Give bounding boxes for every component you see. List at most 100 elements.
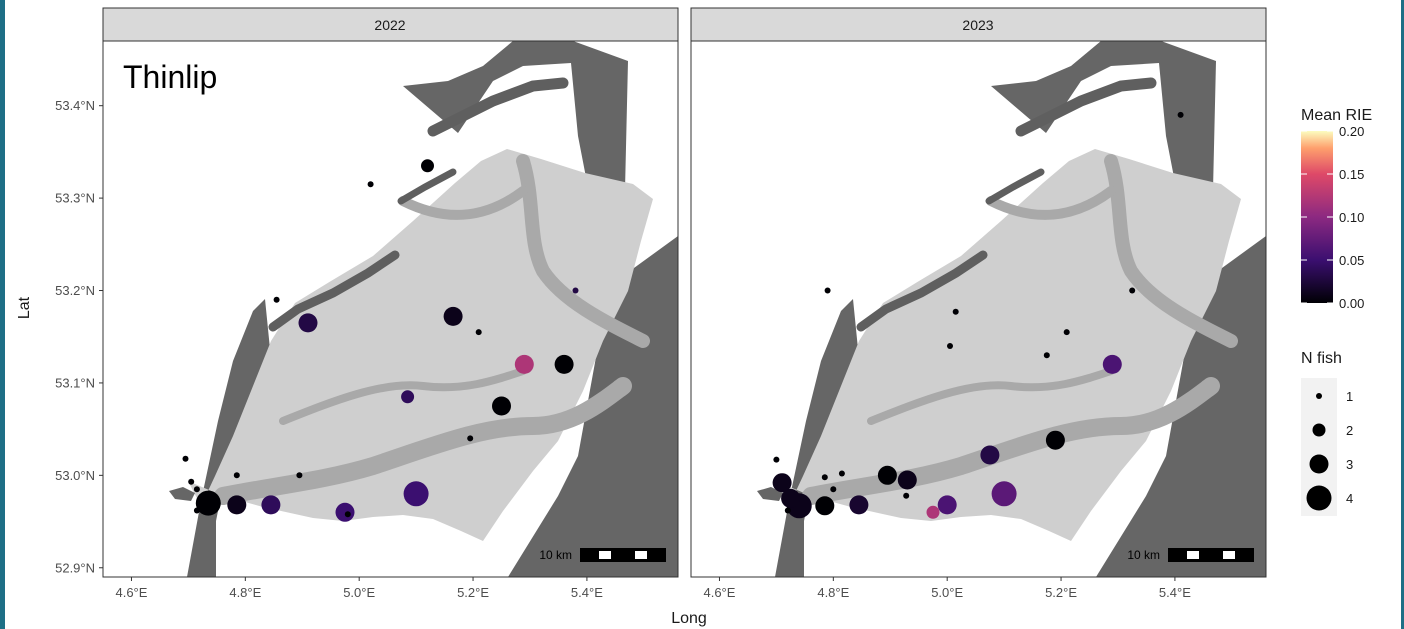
station-point: [1177, 111, 1184, 118]
island-vlieland-2023: [985, 168, 1045, 205]
station-point: [233, 472, 240, 479]
scale-bar-outline-2023: [1168, 548, 1254, 562]
size-legend-label: 1: [1346, 389, 1353, 404]
station-point: [182, 455, 189, 462]
station-point: [475, 329, 482, 336]
panel-strip-2022: [102, 7, 679, 42]
station-point: [344, 511, 351, 518]
x-axis-ticks-2023: 4.6°E 4.8°E 5.0°E 5.2°E 5.4°E: [703, 577, 1191, 600]
station-point: [849, 495, 869, 515]
station-point: [1129, 287, 1136, 294]
tidal-channel-c-2022: [214, 377, 632, 505]
den-helder-point-2023: [757, 487, 783, 501]
color-legend-label: 0.15: [1339, 167, 1364, 182]
y-axis-title: Lat: [16, 296, 33, 319]
station-point: [401, 390, 415, 404]
island-texel-2022: [268, 250, 400, 332]
island-terschelling-2023: [1015, 77, 1157, 137]
size-legend-label: 4: [1346, 491, 1353, 506]
tidal-channel-b-2023: [986, 186, 1116, 220]
station-point: [227, 495, 247, 515]
station-point: [991, 481, 1017, 507]
size-legend-label: 2: [1346, 423, 1353, 438]
den-helder-point-2022: [169, 487, 195, 501]
station-point: [952, 308, 959, 315]
size-legend-title: N fish: [1301, 350, 1342, 367]
mainland-2023: [991, 41, 1266, 577]
station-point: [772, 473, 792, 493]
scale-bar-outline-2022: [580, 548, 666, 562]
panel-border-2022: [102, 40, 679, 578]
color-legend-label: 0.10: [1339, 210, 1364, 225]
panel-2022: 2022 10 km: [102, 7, 679, 600]
station-point: [403, 481, 429, 507]
tidal-channel-d-2023: [867, 367, 1115, 425]
station-point: [572, 287, 579, 294]
scale-bar-2022: 10 km: [539, 548, 666, 562]
station-point: [296, 472, 303, 479]
tidal-channel-d-2022: [279, 367, 527, 425]
x-tick-label: 5.4°E: [1159, 585, 1191, 600]
color-legend-ticks: 0.20 0.15 0.10 0.05 0.00: [1301, 124, 1364, 311]
color-legend-title: Mean RIE: [1301, 107, 1372, 124]
x-axis-ticks-2022: 4.6°E 4.8°E 5.0°E 5.2°E 5.4°E: [115, 577, 603, 600]
y-tick-label: 53.3°N: [55, 191, 95, 206]
color-legend: Mean RIE 0.20 0.15 0.10 0.05 0.00: [1301, 107, 1372, 311]
left-edge-bar: [0, 0, 5, 629]
x-tick-label: 4.8°E: [817, 585, 849, 600]
station-point: [554, 354, 574, 374]
map-area-2023: 10 km: [691, 41, 1266, 577]
island-terschelling-2022: [427, 77, 569, 137]
right-edge-bar: [1401, 0, 1404, 629]
station-point: [193, 507, 200, 514]
station-point: [838, 470, 845, 477]
station-point: [980, 445, 1000, 465]
station-point: [467, 435, 474, 442]
x-tick-label: 5.0°E: [931, 585, 963, 600]
tidal-channel-a-2023: [1104, 154, 1238, 348]
tidal-channel-a-2022: [516, 154, 650, 348]
points-2023: [772, 111, 1184, 519]
panel-title-2022: 2022: [374, 17, 405, 33]
scale-bar-label-2022: 10 km: [539, 548, 572, 562]
station-point: [1102, 354, 1122, 374]
station-point: [298, 313, 318, 333]
scale-bar-seg-b-2022: [635, 551, 647, 559]
x-tick-label: 4.6°E: [703, 585, 735, 600]
station-point: [897, 470, 917, 490]
color-legend-label: 0.20: [1339, 124, 1364, 139]
station-point: [261, 495, 281, 515]
station-point: [781, 488, 801, 508]
station-point: [1045, 430, 1065, 450]
tidal-channel-c-2023: [802, 377, 1220, 505]
island-vlieland-2022: [397, 168, 457, 205]
station-point: [367, 181, 374, 188]
station-point: [1063, 329, 1070, 336]
station-point: [821, 474, 828, 481]
station-point: [815, 496, 835, 516]
station-point: [1043, 352, 1050, 359]
station-point: [514, 354, 534, 374]
x-tick-label: 5.2°E: [1045, 585, 1077, 600]
size-legend-swatch: [1309, 454, 1329, 474]
station-point: [188, 478, 195, 485]
scale-bar-seg-a-2023: [1187, 551, 1199, 559]
station-point: [824, 287, 831, 294]
x-tick-label: 4.6°E: [115, 585, 147, 600]
scale-bar-2023: 10 km: [1127, 548, 1254, 562]
x-tick-label: 5.0°E: [343, 585, 375, 600]
station-point: [273, 296, 280, 303]
station-point: [443, 306, 463, 326]
panel-2023: 2023 10 km: [690, 7, 1267, 600]
y-tick-label: 52.9°N: [55, 560, 95, 575]
geography-2023: [691, 41, 1266, 577]
station-point: [421, 159, 434, 173]
size-legend: N fish 1 2 3 4: [1301, 350, 1353, 516]
y-tick-label: 53.1°N: [55, 375, 95, 390]
size-legend-items: 1 2 3 4: [1306, 389, 1353, 511]
y-tick-label: 53.0°N: [55, 468, 95, 483]
map-area-2022: 10 km: [103, 41, 678, 577]
size-legend-label: 3: [1346, 457, 1353, 472]
size-legend-swatch: [1312, 423, 1326, 437]
